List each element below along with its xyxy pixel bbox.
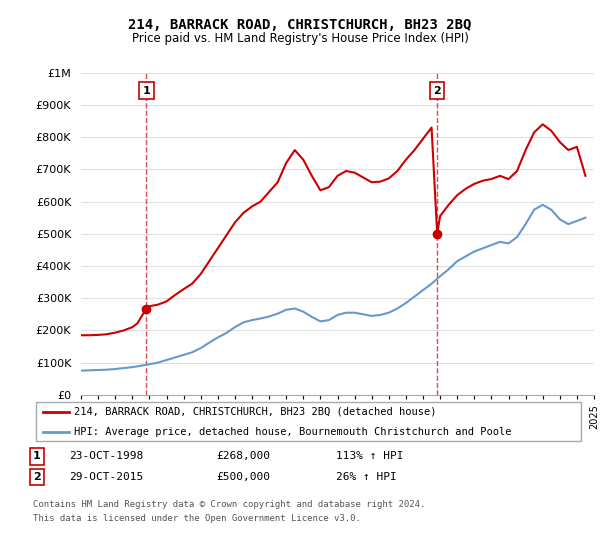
Text: Price paid vs. HM Land Registry's House Price Index (HPI): Price paid vs. HM Land Registry's House … [131, 32, 469, 45]
Text: 1: 1 [33, 451, 41, 461]
Text: 1: 1 [142, 86, 150, 96]
Text: £268,000: £268,000 [216, 451, 270, 461]
FancyBboxPatch shape [36, 402, 581, 441]
Text: 23-OCT-1998: 23-OCT-1998 [69, 451, 143, 461]
Text: Contains HM Land Registry data © Crown copyright and database right 2024.: Contains HM Land Registry data © Crown c… [33, 500, 425, 508]
Text: This data is licensed under the Open Government Licence v3.0.: This data is licensed under the Open Gov… [33, 514, 361, 523]
Text: HPI: Average price, detached house, Bournemouth Christchurch and Poole: HPI: Average price, detached house, Bour… [74, 427, 512, 437]
Text: 26% ↑ HPI: 26% ↑ HPI [336, 472, 397, 482]
Text: 2: 2 [433, 86, 441, 96]
Text: 29-OCT-2015: 29-OCT-2015 [69, 472, 143, 482]
Text: £500,000: £500,000 [216, 472, 270, 482]
Text: 214, BARRACK ROAD, CHRISTCHURCH, BH23 2BQ (detached house): 214, BARRACK ROAD, CHRISTCHURCH, BH23 2B… [74, 407, 437, 417]
Text: 2: 2 [33, 472, 41, 482]
Text: 214, BARRACK ROAD, CHRISTCHURCH, BH23 2BQ: 214, BARRACK ROAD, CHRISTCHURCH, BH23 2B… [128, 18, 472, 32]
Text: 113% ↑ HPI: 113% ↑ HPI [336, 451, 404, 461]
